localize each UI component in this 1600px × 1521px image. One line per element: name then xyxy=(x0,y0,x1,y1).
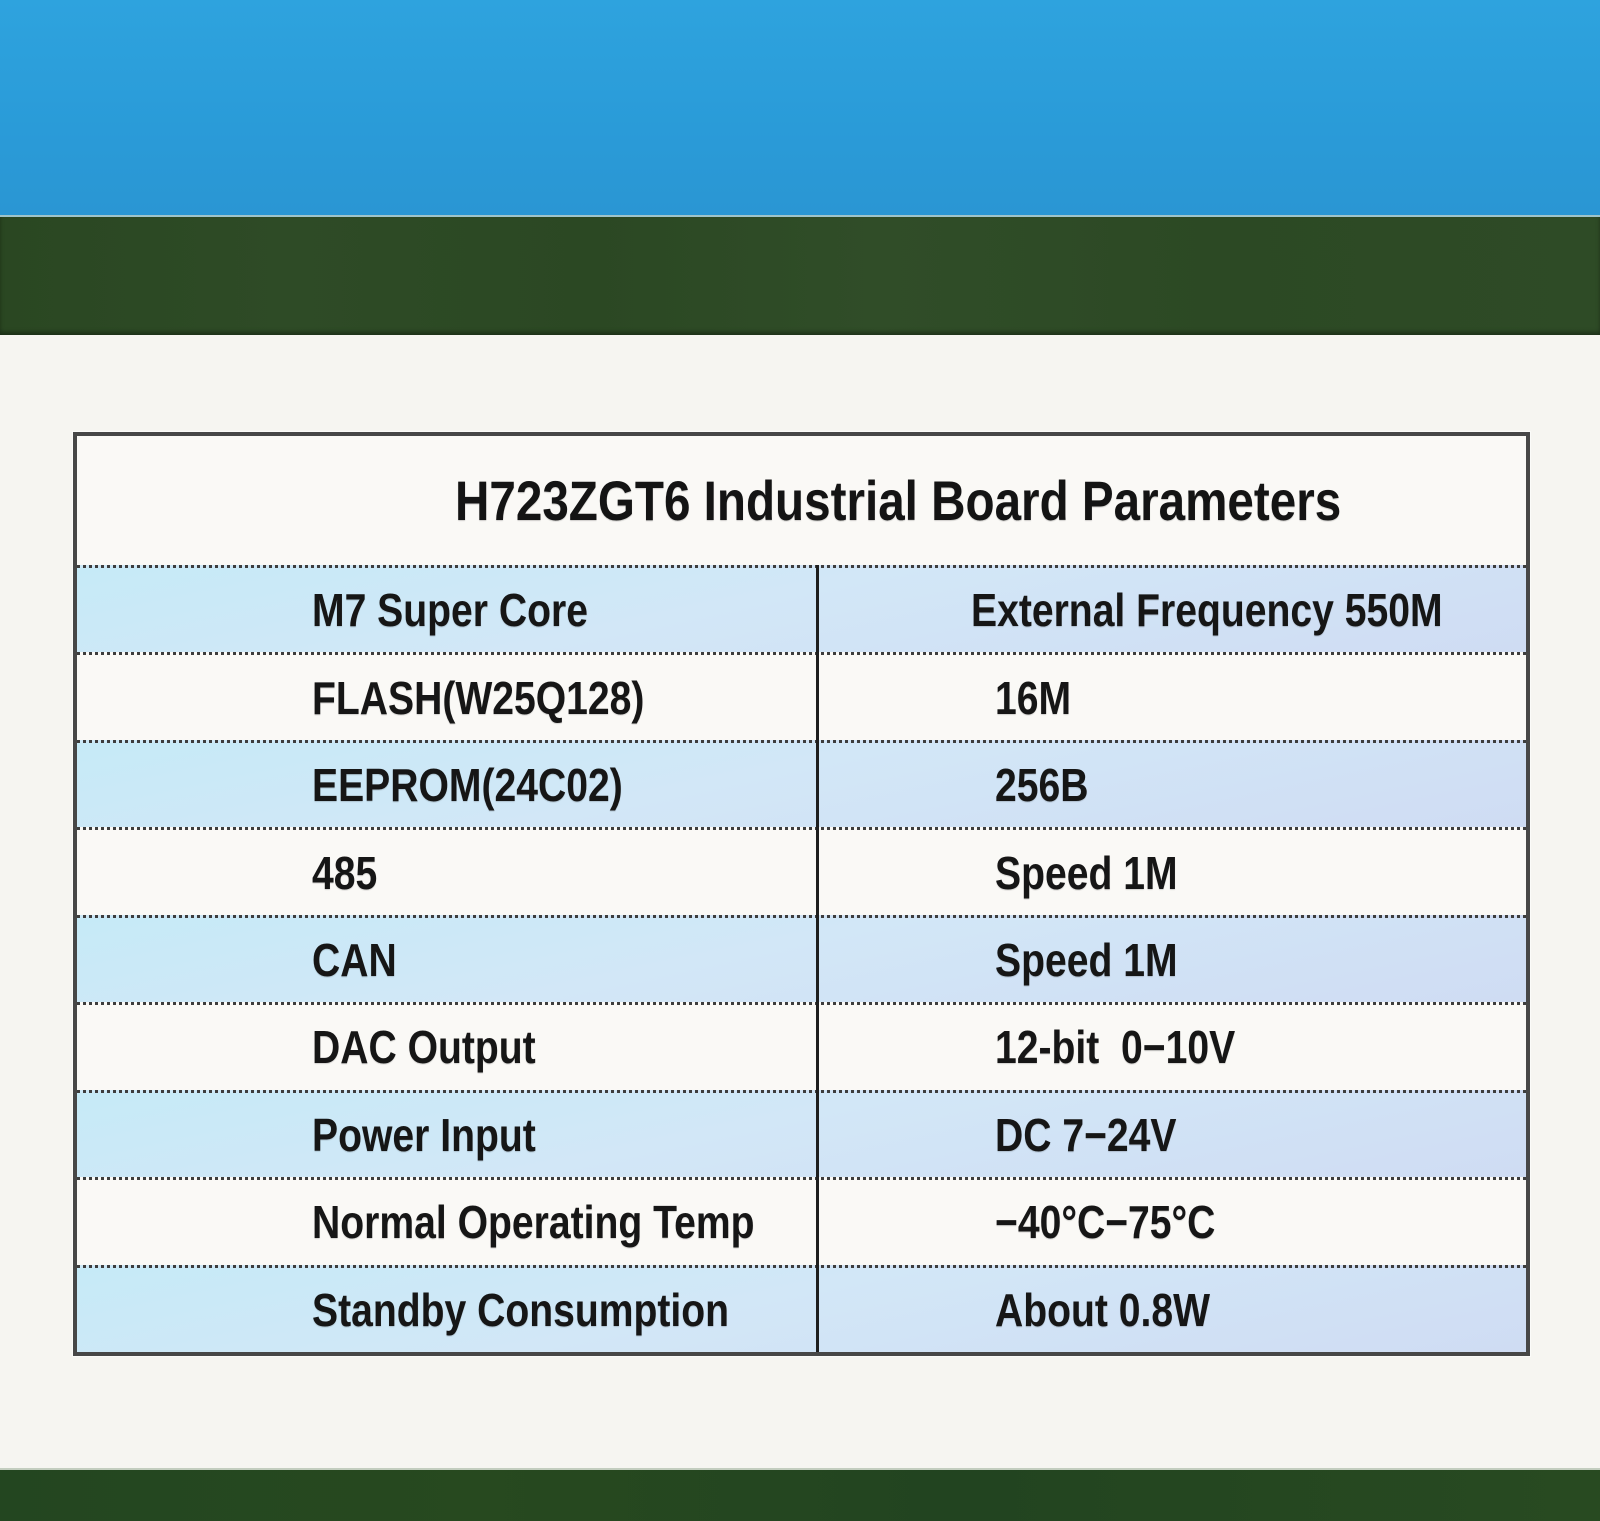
spec-label-cell: 485 xyxy=(77,830,818,914)
table-column-divider xyxy=(816,565,819,1352)
spec-value-cell: 16M xyxy=(818,655,1526,739)
spec-value: External Frequency 550M xyxy=(971,584,1443,637)
spec-label: M7 Super Core xyxy=(312,584,588,637)
spec-label-cell: Power Input xyxy=(77,1093,818,1177)
spec-label-cell: EEPROM(24C02) xyxy=(77,743,818,827)
spec-label: CAN xyxy=(312,933,397,986)
spec-value: DC 7−24V xyxy=(995,1108,1177,1161)
spec-value: 16M xyxy=(995,671,1072,724)
spec-value-cell: −40°C−75°C xyxy=(818,1180,1526,1264)
spec-value-cell: About 0.8W xyxy=(818,1268,1526,1352)
table-row: CAN Speed 1M xyxy=(77,914,1526,1003)
spec-value-cell: Speed 1M xyxy=(818,830,1526,914)
spec-label-cell: M7 Super Core xyxy=(77,568,794,652)
spec-label: DAC Output xyxy=(312,1021,536,1074)
spec-label: Power Input xyxy=(312,1108,536,1161)
green-divider-band-top xyxy=(0,215,1600,335)
spec-table: H723ZGT6 Industrial Board Parameters M7 … xyxy=(73,432,1530,1356)
table-row: 485 Speed 1M xyxy=(77,827,1526,914)
spec-label-cell: FLASH(W25Q128) xyxy=(77,655,818,739)
table-row: FLASH(W25Q128) 16M xyxy=(77,652,1526,739)
spec-value-cell: 12-bit 0−10V xyxy=(818,1005,1526,1089)
spec-value: Speed 1M xyxy=(995,933,1178,986)
spec-label: Normal Operating Temp xyxy=(312,1196,755,1249)
spec-value: 256B xyxy=(995,759,1089,812)
spec-value: About 0.8W xyxy=(995,1283,1211,1336)
spec-label: Standby Consumption xyxy=(312,1283,730,1336)
table-row: M7 Super Core External Frequency 550M xyxy=(77,565,1526,653)
spec-label: FLASH(W25Q128) xyxy=(312,671,645,724)
table-row: Normal Operating Temp −40°C−75°C xyxy=(77,1177,1526,1264)
table-row: DAC Output 12-bit 0−10V xyxy=(77,1002,1526,1089)
spec-value-cell: DC 7−24V xyxy=(818,1093,1526,1177)
top-blue-band xyxy=(0,0,1600,215)
green-divider-band-bottom xyxy=(0,1468,1600,1521)
spec-value: −40°C−75°C xyxy=(995,1196,1216,1249)
table-row: Power Input DC 7−24V xyxy=(77,1089,1526,1178)
table-row: EEPROM(24C02) 256B xyxy=(77,739,1526,828)
spec-table-rows: M7 Super Core External Frequency 550M FL… xyxy=(77,565,1526,1352)
spec-label: EEPROM(24C02) xyxy=(312,759,623,812)
spec-label-cell: Normal Operating Temp xyxy=(77,1180,818,1264)
spec-value: Speed 1M xyxy=(995,846,1178,899)
table-title-area: H723ZGT6 Industrial Board Parameters xyxy=(77,436,1526,565)
spec-value-cell: External Frequency 550M xyxy=(794,568,1526,652)
spec-label-cell: CAN xyxy=(77,918,818,1002)
table-title: H723ZGT6 Industrial Board Parameters xyxy=(455,469,1342,532)
table-row: Standby Consumption About 0.8W xyxy=(77,1264,1526,1352)
spec-value-cell: 256B xyxy=(818,743,1526,827)
spec-label-cell: DAC Output xyxy=(77,1005,818,1089)
spec-value-cell: Speed 1M xyxy=(818,918,1526,1002)
spec-label: 485 xyxy=(312,846,378,899)
spec-value: 12-bit 0−10V xyxy=(995,1021,1236,1074)
spec-label-cell: Standby Consumption xyxy=(77,1268,818,1352)
